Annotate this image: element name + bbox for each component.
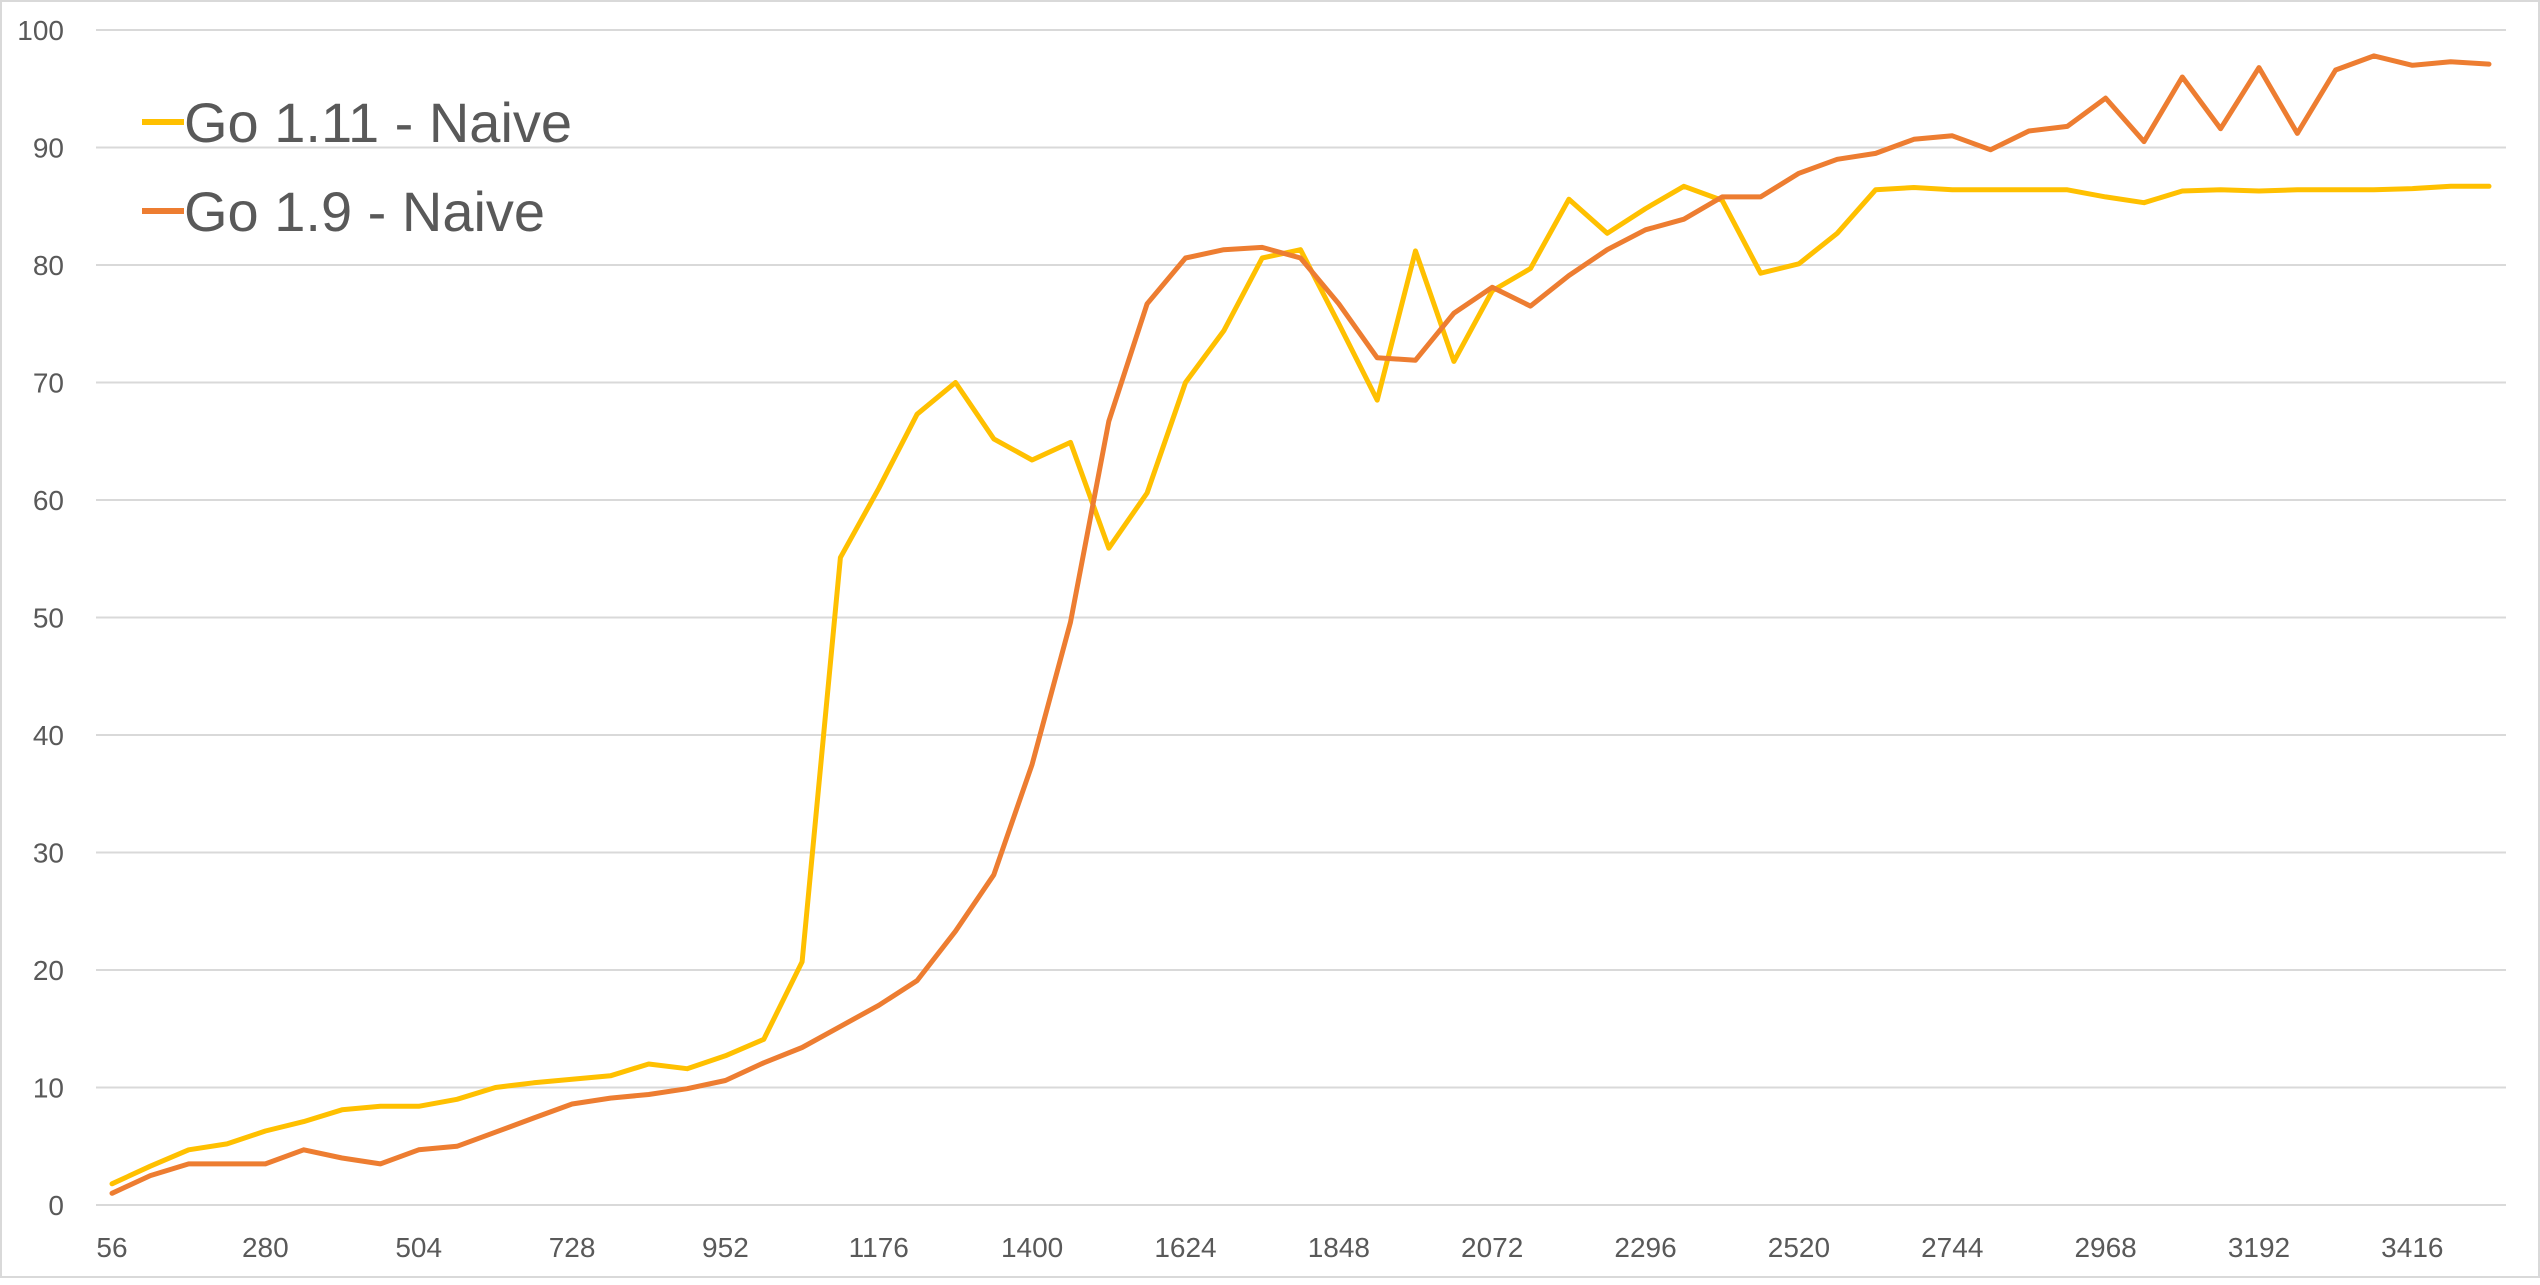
x-axis-tick-labels: 56 280 504 728 952 1176 1400 1624 1848 2072 2296 25…	[96, 1232, 2443, 1263]
x-tick-label: 1176	[849, 1232, 909, 1263]
y-tick-label: 30	[33, 838, 64, 869]
x-tick-label: 1400	[1001, 1232, 1063, 1263]
x-tick-label: 2968	[2074, 1232, 2136, 1263]
legend: Go 1.11 - Naive Go 1.9 - Naive	[142, 91, 572, 243]
x-tick-label: 56	[96, 1232, 127, 1263]
y-tick-label: 80	[33, 250, 64, 281]
y-tick-label: 0	[48, 1190, 64, 1221]
x-tick-label: 3416	[2381, 1232, 2443, 1263]
legend-label: Go 1.11 - Naive	[184, 91, 572, 154]
y-tick-label: 50	[33, 603, 64, 634]
x-tick-label: 3192	[2228, 1232, 2290, 1263]
x-tick-label: 2520	[1768, 1232, 1830, 1263]
y-axis-tick-labels: 0 10 20 30 40 50 60 70 80 90 100	[17, 15, 64, 1221]
x-tick-label: 504	[395, 1232, 442, 1263]
x-tick-label: 952	[702, 1232, 749, 1263]
x-tick-label: 280	[242, 1232, 289, 1263]
x-tick-label: 1624	[1154, 1232, 1216, 1263]
y-tick-label: 60	[33, 485, 64, 516]
x-tick-label: 2744	[1921, 1232, 1983, 1263]
series-line-0	[109, 183, 2492, 1187]
series-lines	[109, 53, 2492, 1196]
y-tick-label: 90	[33, 133, 64, 164]
y-tick-label: 70	[33, 368, 64, 399]
y-tick-label: 40	[33, 720, 64, 751]
series-line-1	[109, 53, 2492, 1196]
legend-label: Go 1.9 - Naive	[184, 180, 545, 243]
y-tick-label: 100	[17, 15, 64, 46]
y-tick-label: 20	[33, 955, 64, 986]
x-tick-label: 2072	[1461, 1232, 1523, 1263]
y-tick-label: 10	[33, 1073, 64, 1104]
x-tick-label: 2296	[1614, 1232, 1676, 1263]
x-tick-label: 728	[549, 1232, 596, 1263]
x-tick-label: 1848	[1308, 1232, 1370, 1263]
